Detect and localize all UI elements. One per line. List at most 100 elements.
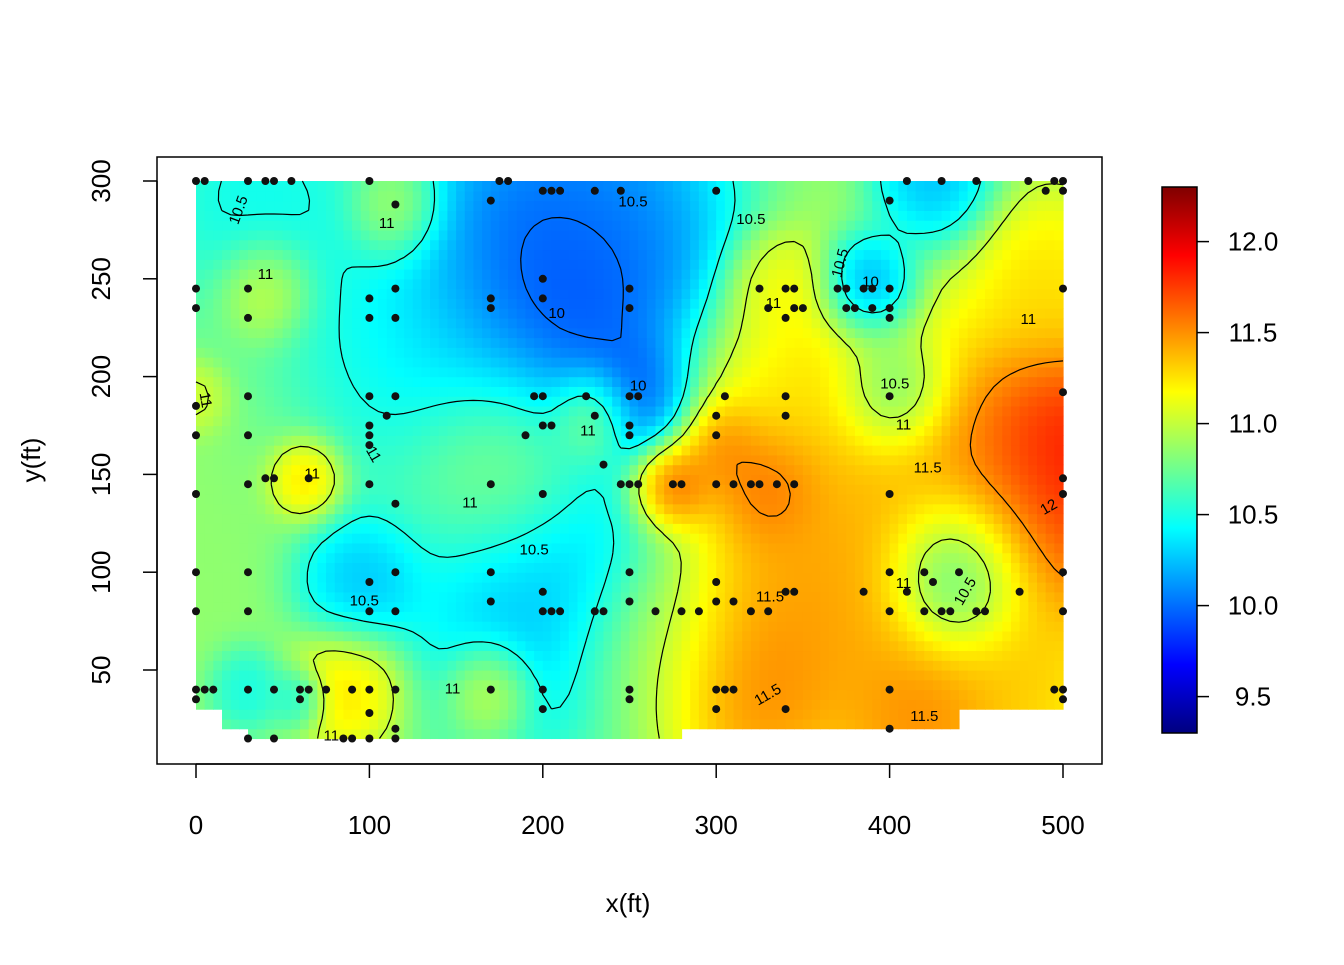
heat-cell — [282, 366, 292, 378]
heat-cell — [421, 562, 431, 573]
heat-cell — [889, 239, 899, 251]
heat-cell — [811, 308, 821, 319]
heat-cell — [508, 572, 518, 583]
heat-cell — [542, 317, 553, 329]
heat-cell — [282, 425, 292, 436]
heat-cell — [603, 396, 613, 407]
heat-cell — [889, 200, 899, 211]
heat-cell — [655, 327, 665, 339]
heat-cell — [690, 181, 700, 192]
heat-cell — [300, 405, 310, 417]
heat-cell — [811, 366, 821, 378]
heat-cell — [308, 670, 318, 681]
heat-cell — [265, 415, 275, 427]
heat-cell — [794, 278, 804, 290]
heat-cell — [282, 601, 292, 612]
heat-cell — [690, 249, 700, 260]
heat-cell — [742, 562, 752, 573]
heat-cell — [499, 474, 509, 485]
heat-cell — [889, 709, 899, 720]
heat-cell — [724, 415, 735, 427]
heat-cell — [204, 542, 214, 554]
heat-cell — [906, 317, 917, 329]
heat-cell — [378, 445, 388, 456]
heat-cell — [412, 259, 423, 270]
heat-cell — [508, 376, 518, 387]
heat-cell — [672, 229, 683, 241]
heat-cell — [473, 679, 483, 691]
heat-cell — [282, 484, 292, 495]
heat-cell — [447, 611, 457, 622]
heat-cell — [525, 640, 535, 652]
heat-cell — [577, 396, 587, 407]
heat-cell — [447, 376, 457, 387]
heat-cell — [378, 562, 388, 573]
heat-cell — [239, 562, 249, 573]
heat-cell — [551, 200, 561, 211]
heat-cell — [343, 533, 353, 544]
heat-cell — [915, 689, 925, 700]
heat-cell — [386, 630, 397, 642]
heat-cell — [438, 552, 449, 564]
heat-cell — [464, 337, 475, 348]
heat-cell — [802, 454, 813, 466]
heat-cell — [759, 640, 769, 652]
heat-cell — [880, 709, 891, 720]
heat-cell — [568, 347, 579, 358]
heat-cell — [551, 308, 561, 319]
heat-cell — [880, 640, 891, 652]
heat-cell — [577, 181, 587, 192]
heat-cell — [681, 396, 691, 407]
heat-cell — [707, 601, 717, 612]
heat-cell — [343, 493, 353, 505]
heat-cell — [629, 474, 639, 485]
heat-cell — [872, 562, 882, 573]
heat-cell — [915, 269, 925, 280]
heat-cell — [369, 200, 379, 211]
heat-cell — [898, 347, 908, 358]
heat-cell — [308, 396, 318, 407]
heat-cell — [430, 425, 440, 436]
heat-cell — [698, 709, 709, 720]
heat-cell — [898, 425, 908, 436]
heat-cell — [560, 396, 570, 407]
heat-cell — [707, 298, 717, 309]
heat-cell — [534, 650, 544, 661]
heat-cell — [490, 435, 501, 446]
heat-cell — [352, 474, 362, 485]
heat-cell — [594, 425, 605, 436]
heat-cell — [898, 357, 908, 368]
heat-cell — [386, 415, 397, 427]
heat-cell — [681, 298, 691, 309]
heat-cell — [603, 181, 613, 192]
heat-cell — [265, 679, 275, 691]
heat-cell — [464, 405, 475, 417]
heat-cell — [560, 689, 570, 700]
heat-cell — [343, 220, 353, 231]
heat-cell — [620, 572, 631, 583]
heat-cell — [880, 298, 891, 309]
heat-cell — [594, 562, 605, 573]
heat-cell — [560, 484, 570, 495]
heat-cell — [698, 542, 709, 554]
heat-cell — [482, 572, 492, 583]
heat-cell — [360, 679, 370, 691]
heat-cell — [932, 210, 943, 221]
heat-cell — [308, 269, 318, 280]
heat-cell — [534, 386, 544, 397]
heat-cell — [430, 474, 440, 485]
heat-cell — [794, 347, 804, 358]
heat-cell — [525, 386, 535, 397]
heat-cell — [915, 415, 925, 427]
heat-cell — [603, 728, 613, 740]
heat-cell — [525, 611, 535, 622]
heat-cell — [707, 269, 717, 280]
heat-cell — [906, 190, 917, 202]
heat-cell — [326, 709, 336, 720]
heat-cell — [378, 259, 388, 270]
heat-cell — [620, 278, 631, 290]
heat-cell — [941, 679, 951, 691]
heat-cell — [820, 317, 830, 329]
heat-cell — [404, 464, 414, 475]
heat-cell — [889, 611, 899, 622]
